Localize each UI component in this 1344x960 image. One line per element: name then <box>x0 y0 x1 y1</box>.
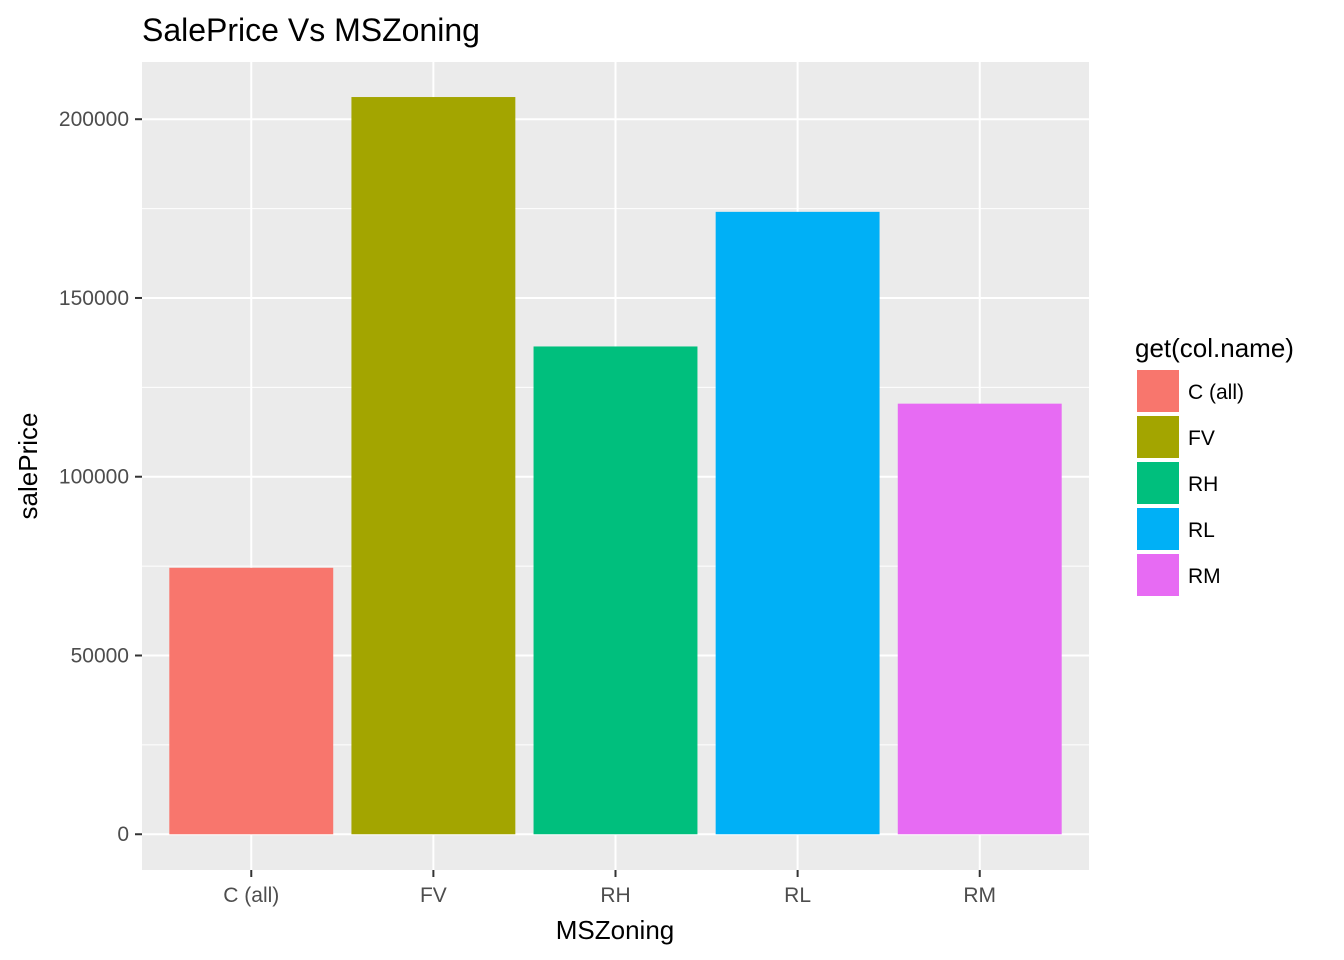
legend-key <box>1137 416 1179 458</box>
y-tick-label: 50000 <box>71 644 129 667</box>
y-tick-label: 200000 <box>59 108 129 131</box>
x-tick-label: RM <box>963 884 996 907</box>
legend-label: RL <box>1188 519 1215 542</box>
legend-key <box>1137 370 1179 412</box>
x-tick-label: C (all) <box>223 884 279 907</box>
y-axis: 0 50000 100000 150000 200000 <box>59 108 142 846</box>
y-tick-label: 100000 <box>59 466 129 489</box>
chart-title: SalePrice Vs MSZoning <box>142 12 480 48</box>
y-tick-label: 150000 <box>59 287 129 310</box>
bar <box>169 567 334 835</box>
x-axis: C (all) FV RH RL RM <box>223 870 996 907</box>
bar <box>533 346 698 835</box>
y-tick-label: 0 <box>117 823 129 846</box>
x-axis-title: MSZoning <box>556 915 675 945</box>
y-axis-title: salePrice <box>13 413 43 520</box>
legend-title: get(col.name) <box>1135 333 1294 363</box>
legend: get(col.name) C (all) FV RH RL RM <box>1135 333 1294 596</box>
legend-label: RH <box>1188 473 1218 496</box>
bar <box>897 403 1062 835</box>
legend-items: C (all) FV RH RL RM <box>1137 370 1244 596</box>
bar <box>351 97 516 835</box>
x-tick-label: FV <box>420 884 447 907</box>
legend-label: RM <box>1188 565 1221 588</box>
legend-key <box>1137 462 1179 504</box>
legend-label: FV <box>1188 427 1215 450</box>
bars <box>169 97 1062 835</box>
x-tick-label: RH <box>600 884 630 907</box>
legend-key <box>1137 508 1179 550</box>
legend-key <box>1137 554 1179 596</box>
legend-label: C (all) <box>1188 381 1244 404</box>
x-tick-label: RL <box>784 884 811 907</box>
bar <box>715 211 880 835</box>
